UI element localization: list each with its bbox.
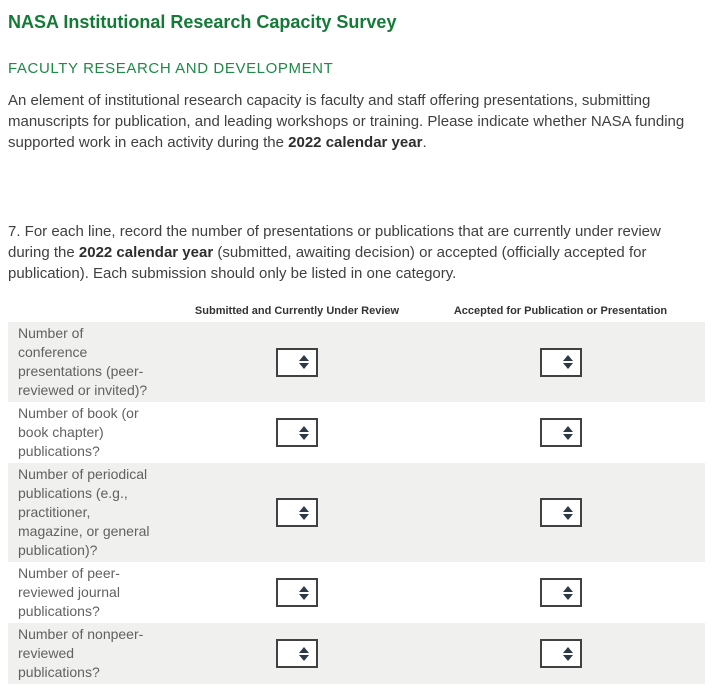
spinner-down-icon[interactable] <box>299 654 309 661</box>
matrix-table: Submitted and Currently Under Review Acc… <box>8 303 705 684</box>
number-spinner-submitted[interactable] <box>276 498 318 527</box>
spinner-arrows <box>562 355 573 369</box>
column-header-accepted: Accepted for Publication or Presentation <box>453 305 668 317</box>
spinner-down-icon[interactable] <box>299 363 309 369</box>
row-label: Number of book (or book chapter) publica… <box>18 405 139 459</box>
intro-bold-year: 2022 calendar year <box>288 134 423 151</box>
intro-text-after: . <box>422 134 427 151</box>
question-bold-year: 2022 calendar year <box>78 244 214 261</box>
row-label: Number of nonpeer-reviewed publications? <box>18 626 144 680</box>
table-row: Number of peer-reviewed journal publicat… <box>8 562 705 623</box>
number-spinner-submitted[interactable] <box>276 418 318 447</box>
number-input-submitted[interactable] <box>278 505 299 520</box>
spinner-down-icon[interactable] <box>562 433 573 440</box>
number-input-accepted[interactable] <box>541 505 563 520</box>
spinner-up-icon[interactable] <box>299 355 309 361</box>
spinner-down-icon[interactable] <box>562 593 573 600</box>
spinner-up-icon[interactable] <box>562 505 573 512</box>
spinner-arrows <box>299 585 309 600</box>
number-spinner-accepted[interactable] <box>539 347 582 377</box>
number-input-accepted[interactable] <box>541 425 563 440</box>
spinner-arrows <box>562 585 573 600</box>
spinner-down-icon[interactable] <box>562 363 573 369</box>
spinner-down-icon[interactable] <box>299 593 309 600</box>
column-header-submitted: Submitted and Currently Under Review <box>194 305 400 317</box>
spinner-up-icon[interactable] <box>299 646 309 653</box>
table-row: Number of periodical publications (e.g.,… <box>8 463 705 562</box>
spinner-arrows <box>299 355 309 369</box>
number-input-accepted[interactable] <box>541 585 563 600</box>
page-title: NASA Institutional Research Capacity Sur… <box>8 12 397 32</box>
number-spinner-submitted[interactable] <box>276 347 318 377</box>
spinner-up-icon[interactable] <box>299 505 309 512</box>
table-row: Number of nonpeer-reviewed publications? <box>8 623 705 684</box>
spinner-arrows <box>562 646 573 661</box>
intro-text-before: An element of institutional research cap… <box>8 92 685 151</box>
number-spinner-accepted[interactable] <box>539 498 582 527</box>
question-text: 7. For each line, record the number of p… <box>8 221 700 284</box>
spinner-arrows <box>299 425 309 440</box>
table-row: Number of conference presentations (peer… <box>8 322 705 402</box>
spinner-up-icon[interactable] <box>562 585 573 592</box>
question-text-before: 7. For each line, record the number of p… <box>8 223 661 261</box>
spinner-down-icon[interactable] <box>299 433 309 440</box>
spinner-arrows <box>299 505 309 520</box>
intro-paragraph: An element of institutional research cap… <box>8 90 700 153</box>
spinner-down-icon[interactable] <box>562 654 573 661</box>
number-spinner-accepted[interactable] <box>539 418 582 447</box>
number-spinner-submitted[interactable] <box>276 578 318 607</box>
spinner-up-icon[interactable] <box>299 425 309 432</box>
spinner-up-icon[interactable] <box>562 646 573 653</box>
number-input-accepted[interactable] <box>541 354 563 370</box>
number-input-submitted[interactable] <box>278 646 299 661</box>
question-text-after: (submitted, awaiting decision) or accept… <box>8 244 647 282</box>
number-input-submitted[interactable] <box>278 354 299 370</box>
row-label: Number of periodical publications (e.g.,… <box>18 466 150 558</box>
header-spacer <box>8 303 178 322</box>
spinner-arrows <box>299 646 309 661</box>
spinner-up-icon[interactable] <box>562 425 573 432</box>
number-spinner-accepted[interactable] <box>539 639 582 668</box>
number-input-submitted[interactable] <box>278 585 299 600</box>
number-spinner-accepted[interactable] <box>539 578 582 607</box>
spinner-arrows <box>562 505 573 520</box>
spinner-up-icon[interactable] <box>562 355 573 361</box>
table-row: Number of book (or book chapter) publica… <box>8 402 705 463</box>
section-heading: FACULTY RESEARCH AND DEVELOPMENT <box>8 60 334 77</box>
spinner-arrows <box>562 425 573 440</box>
spinner-down-icon[interactable] <box>299 513 309 520</box>
header-row: Submitted and Currently Under Review Acc… <box>8 303 705 322</box>
number-input-submitted[interactable] <box>278 425 299 440</box>
row-label: Number of conference presentations (peer… <box>18 325 148 398</box>
number-spinner-submitted[interactable] <box>276 639 318 668</box>
spinner-up-icon[interactable] <box>299 585 309 592</box>
row-label: Number of peer-reviewed journal publicat… <box>18 565 120 619</box>
spinner-down-icon[interactable] <box>562 513 573 520</box>
number-input-accepted[interactable] <box>541 646 563 661</box>
